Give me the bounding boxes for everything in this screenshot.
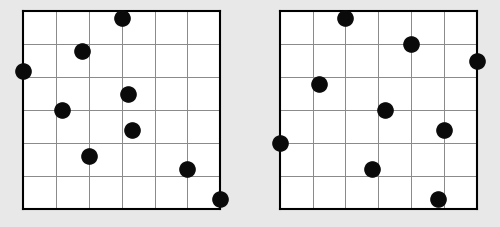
- Point: [342, 16, 349, 20]
- Point: [78, 49, 86, 53]
- Point: [58, 108, 66, 112]
- Point: [434, 197, 442, 201]
- Point: [124, 92, 132, 96]
- Point: [184, 168, 192, 171]
- Point: [128, 128, 136, 132]
- Point: [216, 197, 224, 201]
- Point: [473, 59, 481, 63]
- Point: [276, 141, 283, 145]
- Point: [381, 108, 389, 112]
- Point: [19, 69, 27, 72]
- Point: [118, 16, 126, 20]
- Point: [315, 82, 323, 86]
- Point: [84, 154, 92, 158]
- Point: [408, 42, 416, 46]
- Point: [368, 168, 376, 171]
- Point: [440, 128, 448, 132]
